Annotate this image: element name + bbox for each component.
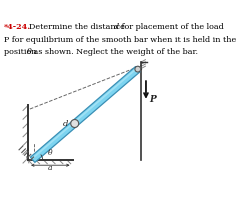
Text: P: P: [150, 95, 156, 104]
Text: a: a: [48, 164, 52, 172]
Polygon shape: [31, 68, 138, 160]
Text: d: d: [63, 119, 69, 128]
Text: for placement of the load: for placement of the load: [119, 23, 223, 31]
Polygon shape: [30, 66, 140, 162]
Text: θ: θ: [48, 149, 52, 157]
Text: d: d: [114, 23, 119, 31]
Text: Determine the distance: Determine the distance: [24, 23, 128, 31]
Text: *4-24.: *4-24.: [4, 23, 31, 31]
Circle shape: [135, 66, 141, 72]
Text: θ: θ: [27, 48, 32, 56]
Text: position: position: [4, 48, 39, 56]
Text: P for equilibrium of the smooth bar when it is held in the: P for equilibrium of the smooth bar when…: [4, 36, 236, 44]
Circle shape: [71, 119, 79, 128]
Text: as shown. Neglect the weight of the bar.: as shown. Neglect the weight of the bar.: [31, 48, 198, 56]
